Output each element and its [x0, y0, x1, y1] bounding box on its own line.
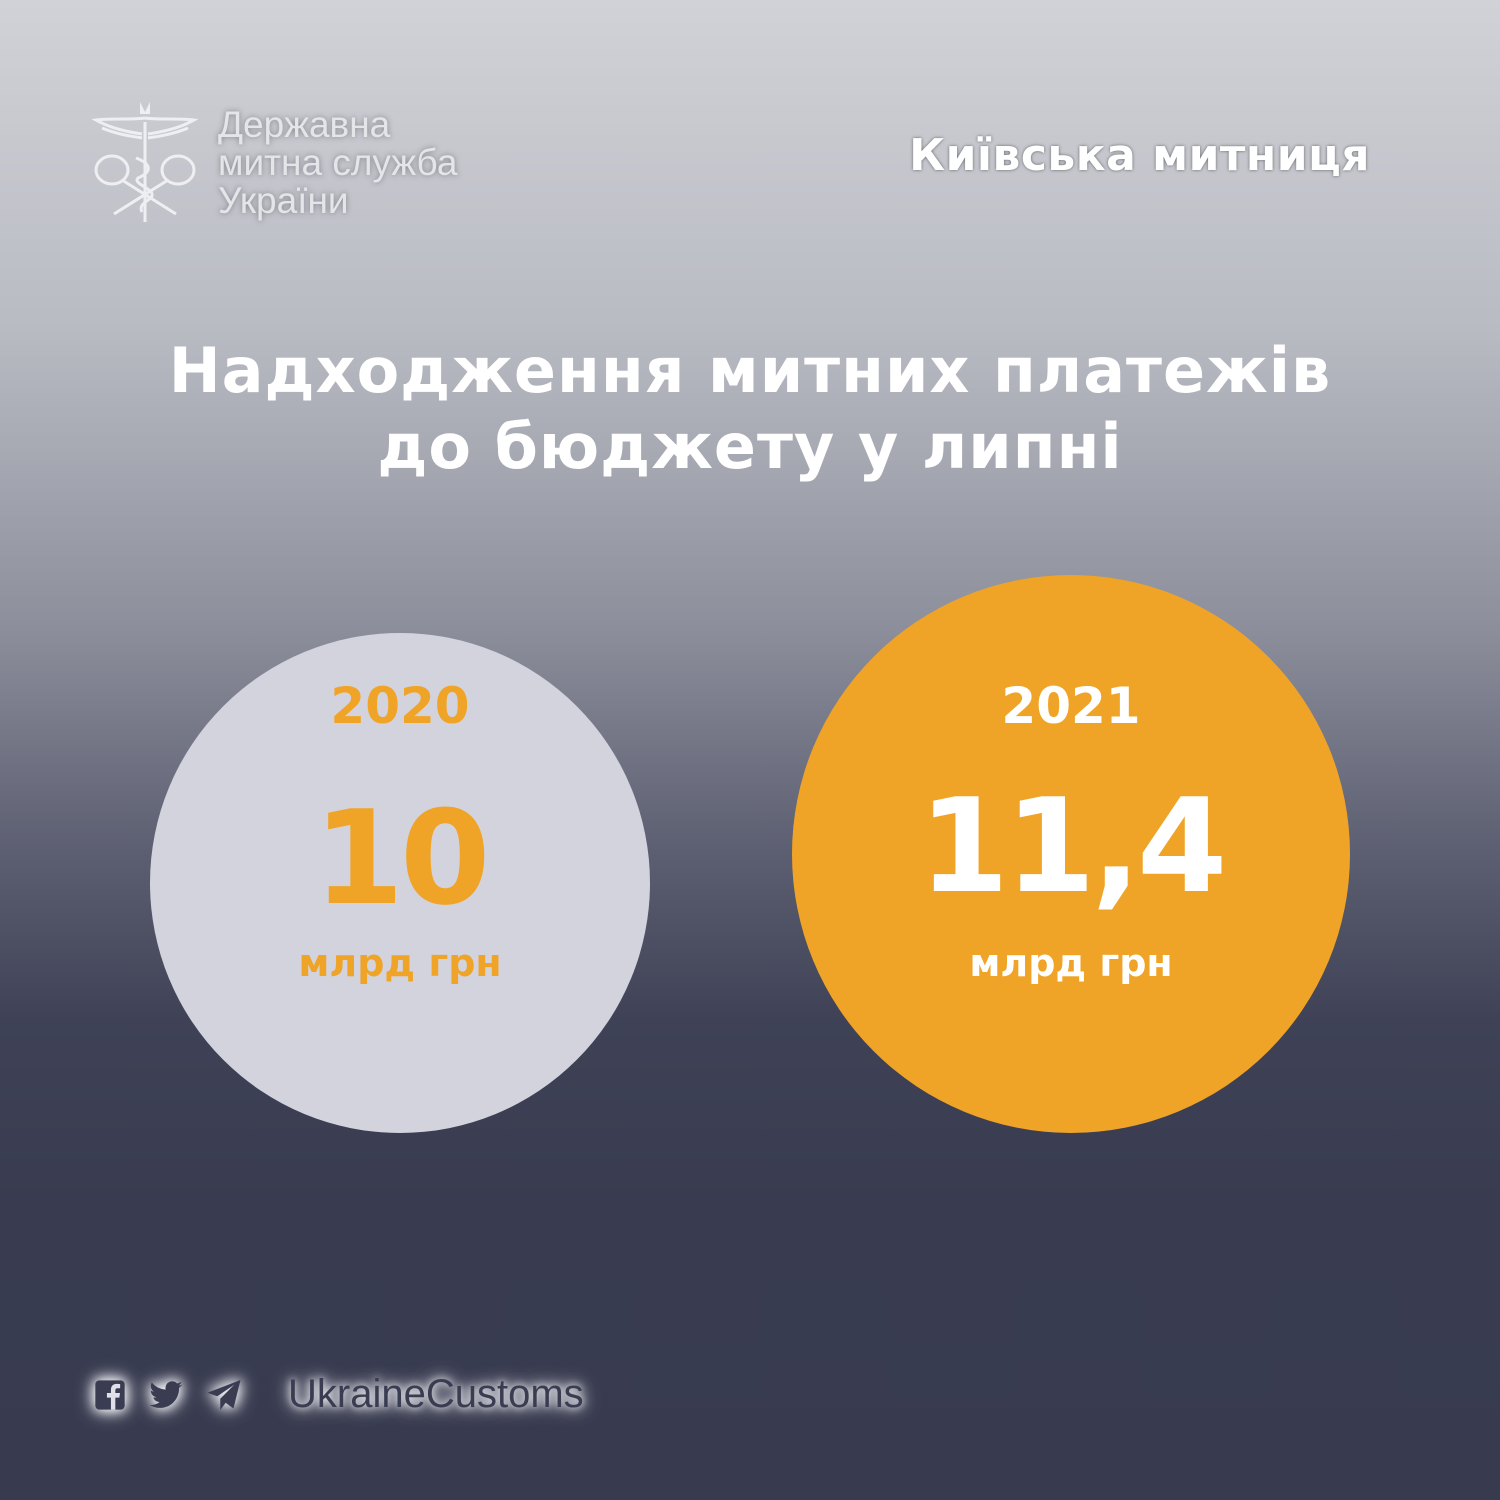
social-handle[interactable]: UkraineCustoms	[288, 1372, 584, 1416]
logo-line: Державна	[218, 104, 391, 145]
bubble-2020: 2020 10 млрд грн	[150, 633, 650, 1133]
page-title: Надходження митних платежів до бюджету у…	[0, 333, 1500, 485]
logo-line: України	[218, 180, 349, 221]
logo-line: митна служба	[218, 142, 458, 183]
office-name: Київська митниця	[909, 130, 1370, 181]
twitter-icon[interactable]	[148, 1377, 184, 1413]
value-label: 11,4	[918, 770, 1228, 922]
unit-label: млрд грн	[969, 941, 1173, 985]
year-label: 2021	[1001, 677, 1141, 735]
customs-emblem-logo	[92, 102, 198, 222]
value-label: 10	[313, 782, 491, 934]
bubble-2021: 2021 11,4 млрд грн	[792, 575, 1350, 1133]
telegram-icon[interactable]	[206, 1377, 242, 1413]
unit-label: млрд грн	[298, 941, 502, 985]
title-line: до бюджету у липні	[377, 410, 1123, 483]
social-icons	[94, 1375, 264, 1415]
year-label: 2020	[330, 677, 470, 735]
facebook-icon[interactable]	[94, 1379, 126, 1411]
logo-text: Державна митна служба України	[218, 106, 457, 220]
title-line: Надходження митних платежів	[168, 334, 1332, 407]
